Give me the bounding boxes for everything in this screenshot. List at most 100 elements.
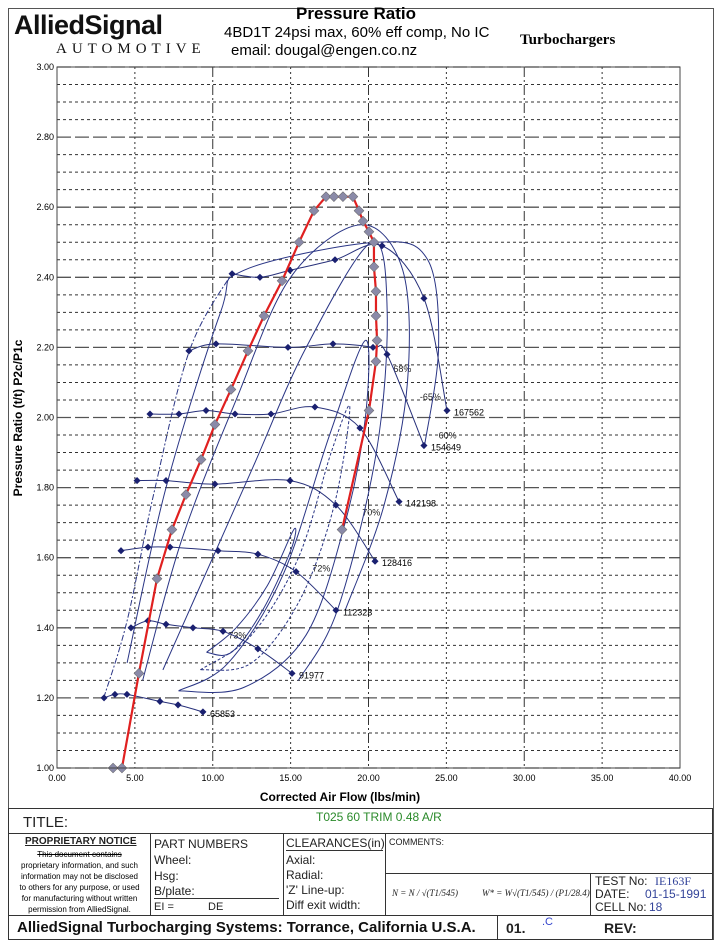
speed-point [162,477,170,485]
notice-line: for manufacturing without written [21,894,138,903]
x-tick-label: 35.00 [591,773,614,783]
company-footer: AlliedSignal Turbocharging Systems: Torr… [17,919,476,936]
efficiency-label: 70% [362,508,380,518]
diff-label: Diff exit width: [286,898,361,912]
x-axis-label: Corrected Air Flow (lbs/min) [260,790,420,804]
speed-point [111,690,119,698]
engine-point [371,335,383,346]
engine-point [320,191,332,202]
speed-label: 112323 [343,607,372,617]
speed-label: 154649 [431,443,461,453]
engine-point [151,573,163,585]
formula-flow: W* = W√(T1/545) / (P1/28.4) [482,888,590,898]
cell-no-label: CELL No: [595,900,647,914]
speed-point [212,340,220,348]
efficiency-contour [178,339,370,694]
speed-line [130,620,293,674]
formula-speed: N = N / √(T1/545) [392,888,459,898]
speed-point [420,442,428,450]
speed-point [288,669,296,677]
efficiency-label: 72% [312,564,330,574]
y-tick-label: 2.20 [36,342,54,352]
wheel-label: Wheel: [154,853,192,867]
engine-point [353,205,365,217]
engine-point [166,524,178,535]
formulas: N = N / √(T1/545) W* = W√(T1/545) / (P1/… [385,873,591,916]
speed-point [214,547,222,555]
de-label: DE [208,901,224,913]
speed-point [175,410,183,418]
speed-point [144,543,152,551]
part-numbers: PART NUMBERS Wheel: Hsg: B/plate: EI = D… [150,833,284,916]
clearances: CLEARANCES(in) Axial: Radial: 'Z' Line-u… [283,833,386,916]
efficiency-contour [200,404,351,671]
speed-line [137,479,376,562]
compressor-map-chart: 73% 72% 70% 68% -65% 60% 65853 91977 112323 1284… [11,62,691,804]
speed-point [267,410,275,418]
axes: 1.00 1.20 1.40 1.60 1.80 2.00 2.20 2.40 2.60 2.80… [36,62,691,783]
speed-point [371,557,379,565]
speed-point [146,410,154,418]
engine-point [357,215,369,227]
engine-point [293,236,305,248]
y-tick-label: 1.20 [36,693,54,703]
x-tick-label: 5.00 [126,773,144,783]
efficiency-label: 60% [439,431,457,441]
email-line: email: dougal@engen.co.nz [231,42,418,59]
sheet-suffix: .C [542,916,553,928]
y-tick-label: 2.40 [36,272,54,282]
notice-heading: PROPRIETARY NOTICE [25,836,137,847]
speed-point [356,424,364,432]
efficiency-label: -65% [420,392,441,402]
x-tick-label: 10.00 [201,773,224,783]
engine-point [276,275,288,287]
date-value: 01-15-1991 [645,887,707,901]
axial-label: Axial: [286,853,316,867]
speed-label: 91977 [299,670,324,680]
y-axis-label: Pressure Ratio (t/t) P2c/P1c [11,339,25,496]
speed-point [420,294,428,302]
speed-point [383,350,391,358]
bplate-label: B/plate: [154,884,279,899]
notice-line: information may not be disclosed [21,872,138,881]
speed-point [199,708,207,716]
test-no-label: TEST No: [595,874,648,888]
title-label: TITLE: [23,814,69,831]
engine-point [195,454,207,465]
alliedsignal-logo: AlliedSignal [14,10,163,40]
speed-point [369,343,377,351]
speed-point [378,242,386,250]
speed-point [123,690,131,698]
engine-point [209,419,221,430]
notice-line: to others for any purpose, or used [19,883,140,892]
test-info: TEST No: IE163F DATE: 01-15-1991 CELL No… [590,873,713,916]
rev-label: REV: [604,920,637,936]
engine-point [363,226,375,238]
engine-point [242,345,254,357]
speed-point [332,606,340,614]
engine-point [337,191,349,202]
efficiency-contours: 73% 72% 70% 68% -65% 60% [103,224,457,699]
speed-point [254,645,262,653]
speed-point [231,410,239,418]
hsg-label: Hsg: [154,869,179,883]
speed-line [188,343,425,446]
date-label: DATE: [595,887,630,901]
logo-subtitle: AUTOMOTIVE [56,41,206,57]
notice-line: proprietary information, and such [21,861,138,870]
speed-point [284,343,292,351]
y-tick-label: 2.80 [36,132,54,142]
footer-company: AlliedSignal Turbocharging Systems: Torr… [8,915,498,940]
engine-point [370,310,382,322]
y-tick-label: 3.00 [36,62,54,72]
speed-lines: 65853 91977 112323 128416 142198 154649 167562 [100,242,484,719]
engine-point [133,668,145,679]
sheet-number: 01. [506,920,526,936]
y-tick-label: 2.60 [36,202,54,212]
speed-point [117,547,125,555]
speed-point [166,543,174,551]
zline-label: 'Z' Line-up: [286,883,345,897]
speed-point [100,694,108,702]
y-tick-label: 1.40 [36,623,54,633]
